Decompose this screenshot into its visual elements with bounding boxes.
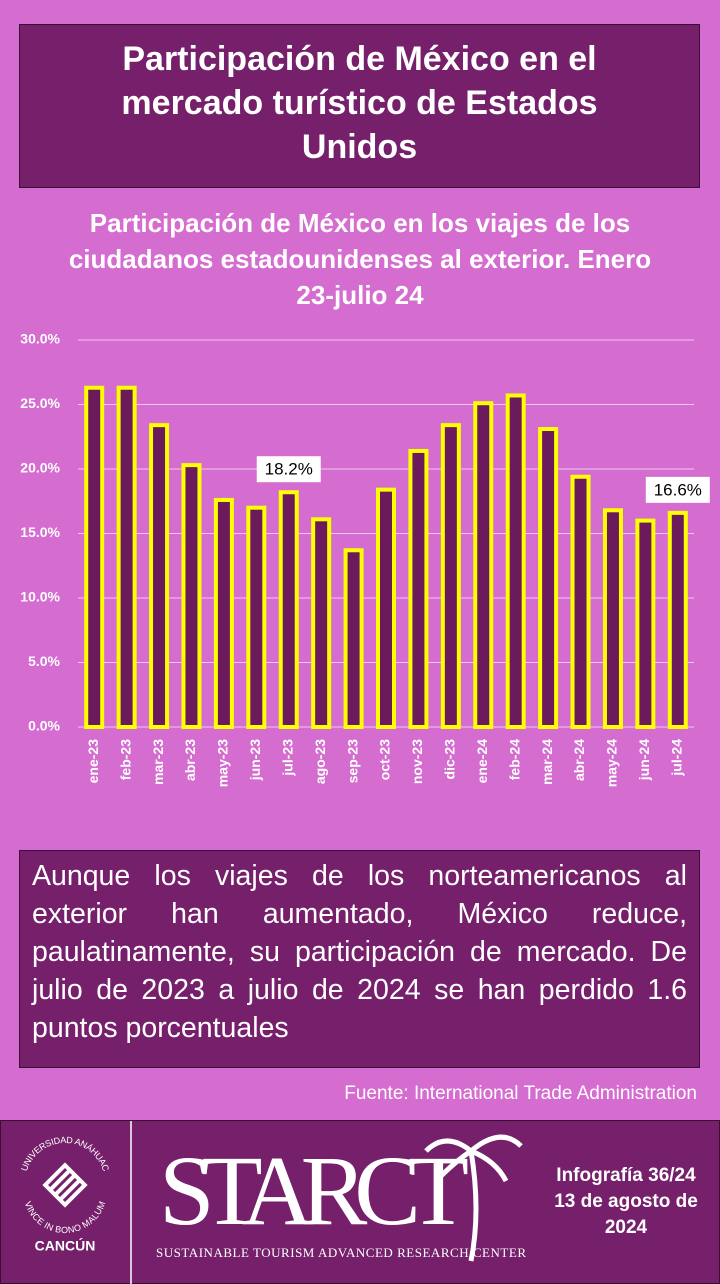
bar: [440, 423, 461, 729]
palm: [424, 1134, 523, 1262]
data-label-box: [645, 476, 710, 503]
bar: [602, 508, 623, 729]
bar: [343, 548, 364, 729]
x-tick-label: jul-24: [668, 739, 684, 777]
bar: [116, 385, 137, 729]
bar: [667, 510, 688, 729]
data-label: 18.2%: [265, 460, 313, 479]
x-tick-label: ago-23: [312, 739, 328, 784]
x-tick-label: feb-24: [506, 739, 522, 780]
footer-art: UNIVERSIDAD ANÁHUAC VINCE IN BONO MALUM …: [19, 1121, 526, 1284]
title: Participación de México en el mercado tu…: [19, 24, 700, 188]
y-tick-label: 10.0%: [20, 589, 60, 605]
y-tick-label: 5.0%: [28, 653, 60, 669]
x-tick-label: abr-23: [182, 739, 198, 781]
bar: [635, 518, 656, 729]
x-tick-label: jun-23: [247, 739, 263, 781]
bar: [408, 448, 429, 729]
y-tick-label: 15.0%: [20, 524, 60, 540]
bar: [278, 490, 299, 729]
bar: [213, 497, 234, 729]
x-tick-label: ene-24: [474, 739, 490, 784]
note: Aunque los viajes de los norteamericanos…: [19, 850, 700, 1068]
x-tick-label: feb-23: [117, 739, 133, 780]
info: Infografía 36/24 13 de agosto de 2024: [541, 1163, 711, 1241]
bar: [246, 505, 267, 729]
x-tick-label: jun-24: [636, 739, 652, 781]
logo-mark: [42, 1162, 88, 1208]
y-tick-label: 30.0%: [20, 331, 60, 347]
y-tick-label: 25.0%: [20, 395, 60, 411]
y-tick-label: 20.0%: [20, 460, 60, 476]
data-label-box: [256, 456, 321, 483]
bar: [84, 385, 105, 729]
footer: UNIVERSIDAD ANÁHUAC VINCE IN BONO MALUM …: [0, 1120, 720, 1284]
x-tick-label: mar-24: [539, 739, 555, 785]
bar: [538, 427, 559, 729]
chart-title: Participación de México en los viajes de…: [68, 208, 652, 310]
logo-campus: CANCÚN: [35, 1237, 96, 1254]
brand: STARCT: [159, 1135, 469, 1246]
y-tick-label: 0.0%: [28, 718, 60, 734]
x-tick-label: nov-23: [409, 739, 425, 784]
bar: [505, 393, 526, 729]
bar: [570, 474, 591, 729]
data-label: 16.6%: [654, 480, 702, 499]
bar: [473, 401, 494, 730]
x-tick-label: dic-23: [442, 739, 458, 780]
bar: [311, 517, 332, 729]
x-tick-label: oct-23: [377, 739, 393, 780]
info-date: 13 de agosto de 2024: [554, 1191, 698, 1238]
chart: 0.0% 5.0% 10.0% 15.0% 20.0% 25.0% 30.0% ene-23 f…: [20, 331, 710, 787]
x-tick-label: may-23: [215, 739, 231, 787]
x-tick-label: jul-23: [279, 739, 295, 777]
source: Fuente: International Trade Administrati…: [344, 1083, 697, 1104]
x-tick-label: mar-23: [150, 739, 166, 785]
bar: [181, 463, 202, 729]
info-number: Infografía 36/24: [556, 1165, 696, 1186]
x-tick-label: may-24: [604, 739, 620, 787]
brand-sub: SUSTAINABLE TOURISM ADVANCED RESEARCH CE…: [156, 1245, 526, 1260]
x-tick-label: abr-24: [571, 739, 587, 781]
bar: [376, 487, 396, 729]
x-tick-label: sep-23: [344, 739, 360, 784]
x-tick-label: ene-23: [85, 739, 101, 784]
bar: [149, 423, 170, 729]
